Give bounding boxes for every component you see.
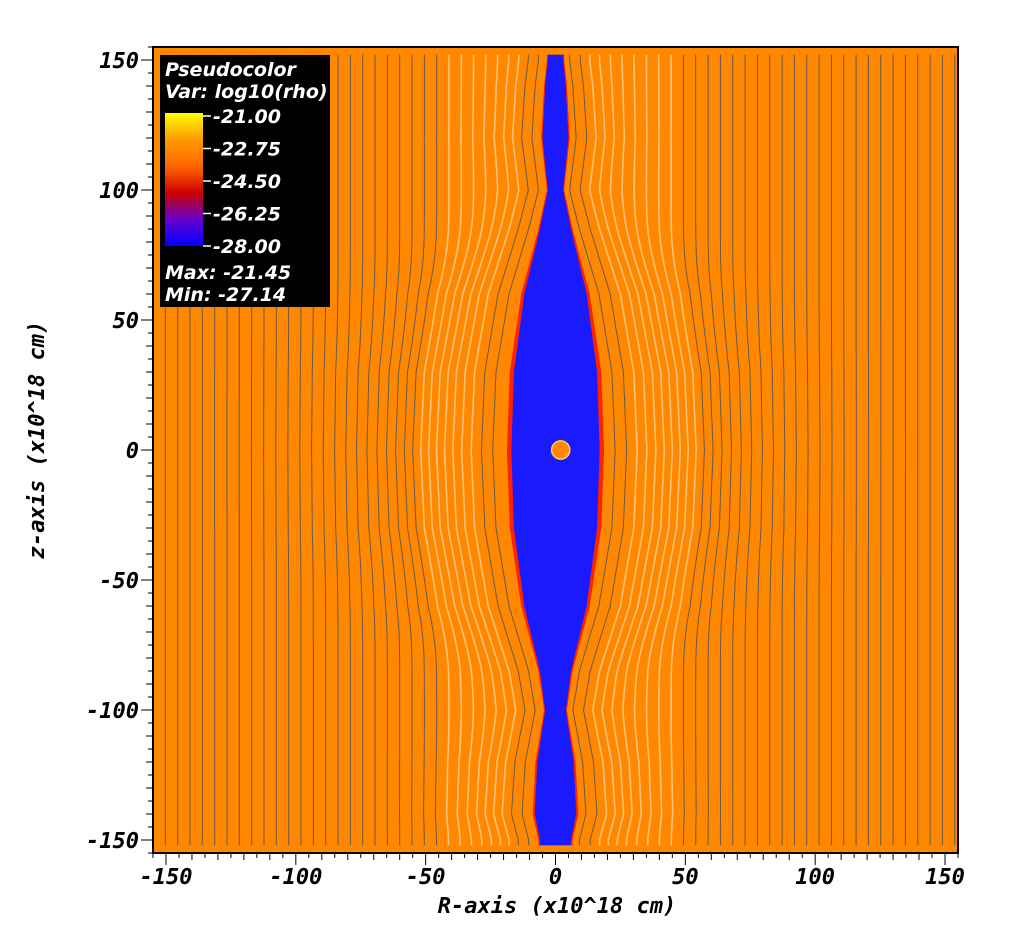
legend-title: Pseudocolor <box>165 59 298 81</box>
axes: -150 -100 -50 0 50 100 150 -150 -100 -50 0 50 100 150 <box>86 46 965 890</box>
legend-level-label: -28.00 <box>213 236 281 258</box>
field-line <box>806 54 809 846</box>
field-line <box>334 54 339 846</box>
y-tick-label: -150 <box>86 829 139 854</box>
field-line <box>633 54 674 846</box>
field-line <box>732 54 742 846</box>
field-line <box>645 54 682 846</box>
field-line <box>621 54 666 846</box>
field-line <box>427 54 463 846</box>
y-tick-label: 50 <box>113 309 140 334</box>
field-line <box>769 54 774 846</box>
legend-level-label: -26.25 <box>213 204 281 226</box>
field-line <box>609 54 657 846</box>
field-line <box>451 54 499 846</box>
y-axis-title: z-axis (x10^18 cm) <box>25 321 50 559</box>
y-tick-label: -50 <box>99 569 139 594</box>
field-line <box>818 54 821 846</box>
y-tick-label: 0 <box>126 439 139 464</box>
field-line <box>695 54 714 846</box>
field-line <box>395 54 413 846</box>
x-tick-label: -100 <box>269 865 322 890</box>
field-line <box>588 54 639 846</box>
field-line <box>598 54 648 846</box>
field-line <box>579 54 628 846</box>
x-tick-label: 0 <box>549 865 562 890</box>
x-tick-label: -150 <box>139 865 192 890</box>
field-line <box>492 54 539 846</box>
field-line <box>657 54 690 846</box>
field-line <box>744 54 753 846</box>
legend-min: Min: -27.14 <box>165 284 286 306</box>
field-line <box>385 54 401 846</box>
field-line <box>345 54 351 846</box>
field-line <box>366 54 376 846</box>
field-line <box>412 54 438 846</box>
legend-levels: -21.00 -22.75 -24.50 -26.25 -28.00 <box>203 106 281 258</box>
y-tick-label: 150 <box>99 49 139 74</box>
legend-max: Max: -21.45 <box>165 262 291 284</box>
field-line <box>376 54 388 846</box>
field-line <box>419 54 450 846</box>
field-line <box>670 54 698 846</box>
x-axis-title: R-axis (x10^18 cm) <box>438 894 676 919</box>
field-line <box>843 54 845 846</box>
legend-level-label: -22.75 <box>213 139 281 161</box>
field-line <box>355 54 364 846</box>
field-line <box>781 54 786 846</box>
field-line <box>707 54 723 846</box>
field-line <box>480 54 529 846</box>
central-source <box>550 440 571 460</box>
field-line <box>793 54 797 846</box>
y-tick-label: 100 <box>99 179 139 204</box>
field-line <box>756 54 763 846</box>
colorbar <box>165 113 203 246</box>
field-line <box>719 54 733 846</box>
x-tick-label: -50 <box>406 865 446 890</box>
x-tick-label: 50 <box>672 865 699 890</box>
field-line <box>470 54 520 846</box>
field-line <box>435 54 475 846</box>
legend-level-label: -24.50 <box>213 171 281 193</box>
legend-variable: Var: log10(rho) <box>165 81 328 103</box>
field-line <box>569 54 616 846</box>
x-tick-label: 100 <box>795 865 835 890</box>
x-tick-label: 150 <box>925 865 965 890</box>
legend: Pseudocolor Var: log10(rho) -21.00 -22.75… <box>160 55 330 307</box>
legend-level-label: -21.00 <box>213 106 281 128</box>
field-line <box>682 54 706 846</box>
field-line <box>443 54 487 846</box>
y-tick-label: -100 <box>86 699 139 724</box>
field-line <box>403 54 425 846</box>
field-line <box>830 54 833 846</box>
field-line <box>460 54 510 846</box>
